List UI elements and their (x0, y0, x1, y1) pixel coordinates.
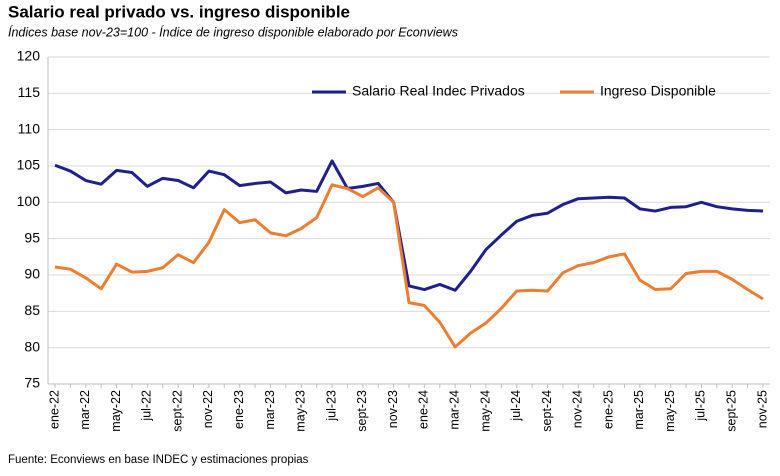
x-tick-label: mar-25 (632, 390, 646, 430)
x-tick-label: may-23 (294, 390, 308, 432)
x-tick-label: may-24 (478, 390, 492, 432)
x-tick-label: may-22 (109, 390, 123, 432)
x-tick-label: ene-22 (47, 390, 61, 429)
x-tick-label: jul-25 (694, 390, 708, 422)
x-tick-label: jul-24 (509, 390, 523, 422)
legend-label: Ingreso Disponible (600, 83, 716, 99)
legend-label: Salario Real Indec Privados (352, 83, 525, 99)
series-line (54, 183, 764, 349)
chart-subtitle: Índices base nov-23=100 - Índice de ingr… (8, 24, 458, 39)
x-tick-label: ene-23 (232, 390, 246, 429)
x-tick-label: ene-24 (417, 390, 431, 429)
y-tick-label: 95 (24, 229, 40, 245)
x-tick-label: sept-25 (725, 390, 739, 432)
x-tick-label: mar-23 (263, 390, 277, 430)
y-tick-label: 115 (18, 84, 41, 100)
y-tick-label: 100 (17, 193, 41, 209)
x-tick-label: nov-22 (201, 390, 215, 428)
y-tick-label: 80 (24, 338, 40, 354)
x-tick-label: mar-22 (78, 390, 92, 430)
series-line (54, 159, 764, 292)
x-tick-label: mar-24 (447, 390, 461, 430)
y-tick-label: 120 (17, 48, 41, 64)
y-tick-label: 85 (24, 302, 40, 318)
x-tick-label: ene-25 (601, 390, 615, 429)
y-tick-label: 90 (24, 266, 40, 282)
x-tick-label: jul-22 (140, 390, 154, 422)
x-tick-label: sept-22 (170, 390, 184, 432)
x-tick-label: sept-23 (355, 390, 369, 432)
x-tick-label: nov-23 (386, 390, 400, 428)
x-tick-label: nov-24 (571, 390, 585, 428)
y-tick-label: 110 (18, 120, 41, 136)
x-tick-label: sept-24 (540, 390, 554, 432)
y-tick-label: 105 (17, 157, 41, 173)
chart-title: Salario real privado vs. ingreso disponi… (8, 2, 350, 21)
x-tick-label: may-25 (663, 390, 677, 432)
x-tick-label: jul-23 (324, 390, 338, 422)
x-tick-label: nov-25 (755, 390, 769, 428)
y-tick-label: 75 (24, 375, 40, 391)
source-note: Fuente: Econviews en base INDEC y estima… (8, 454, 309, 466)
